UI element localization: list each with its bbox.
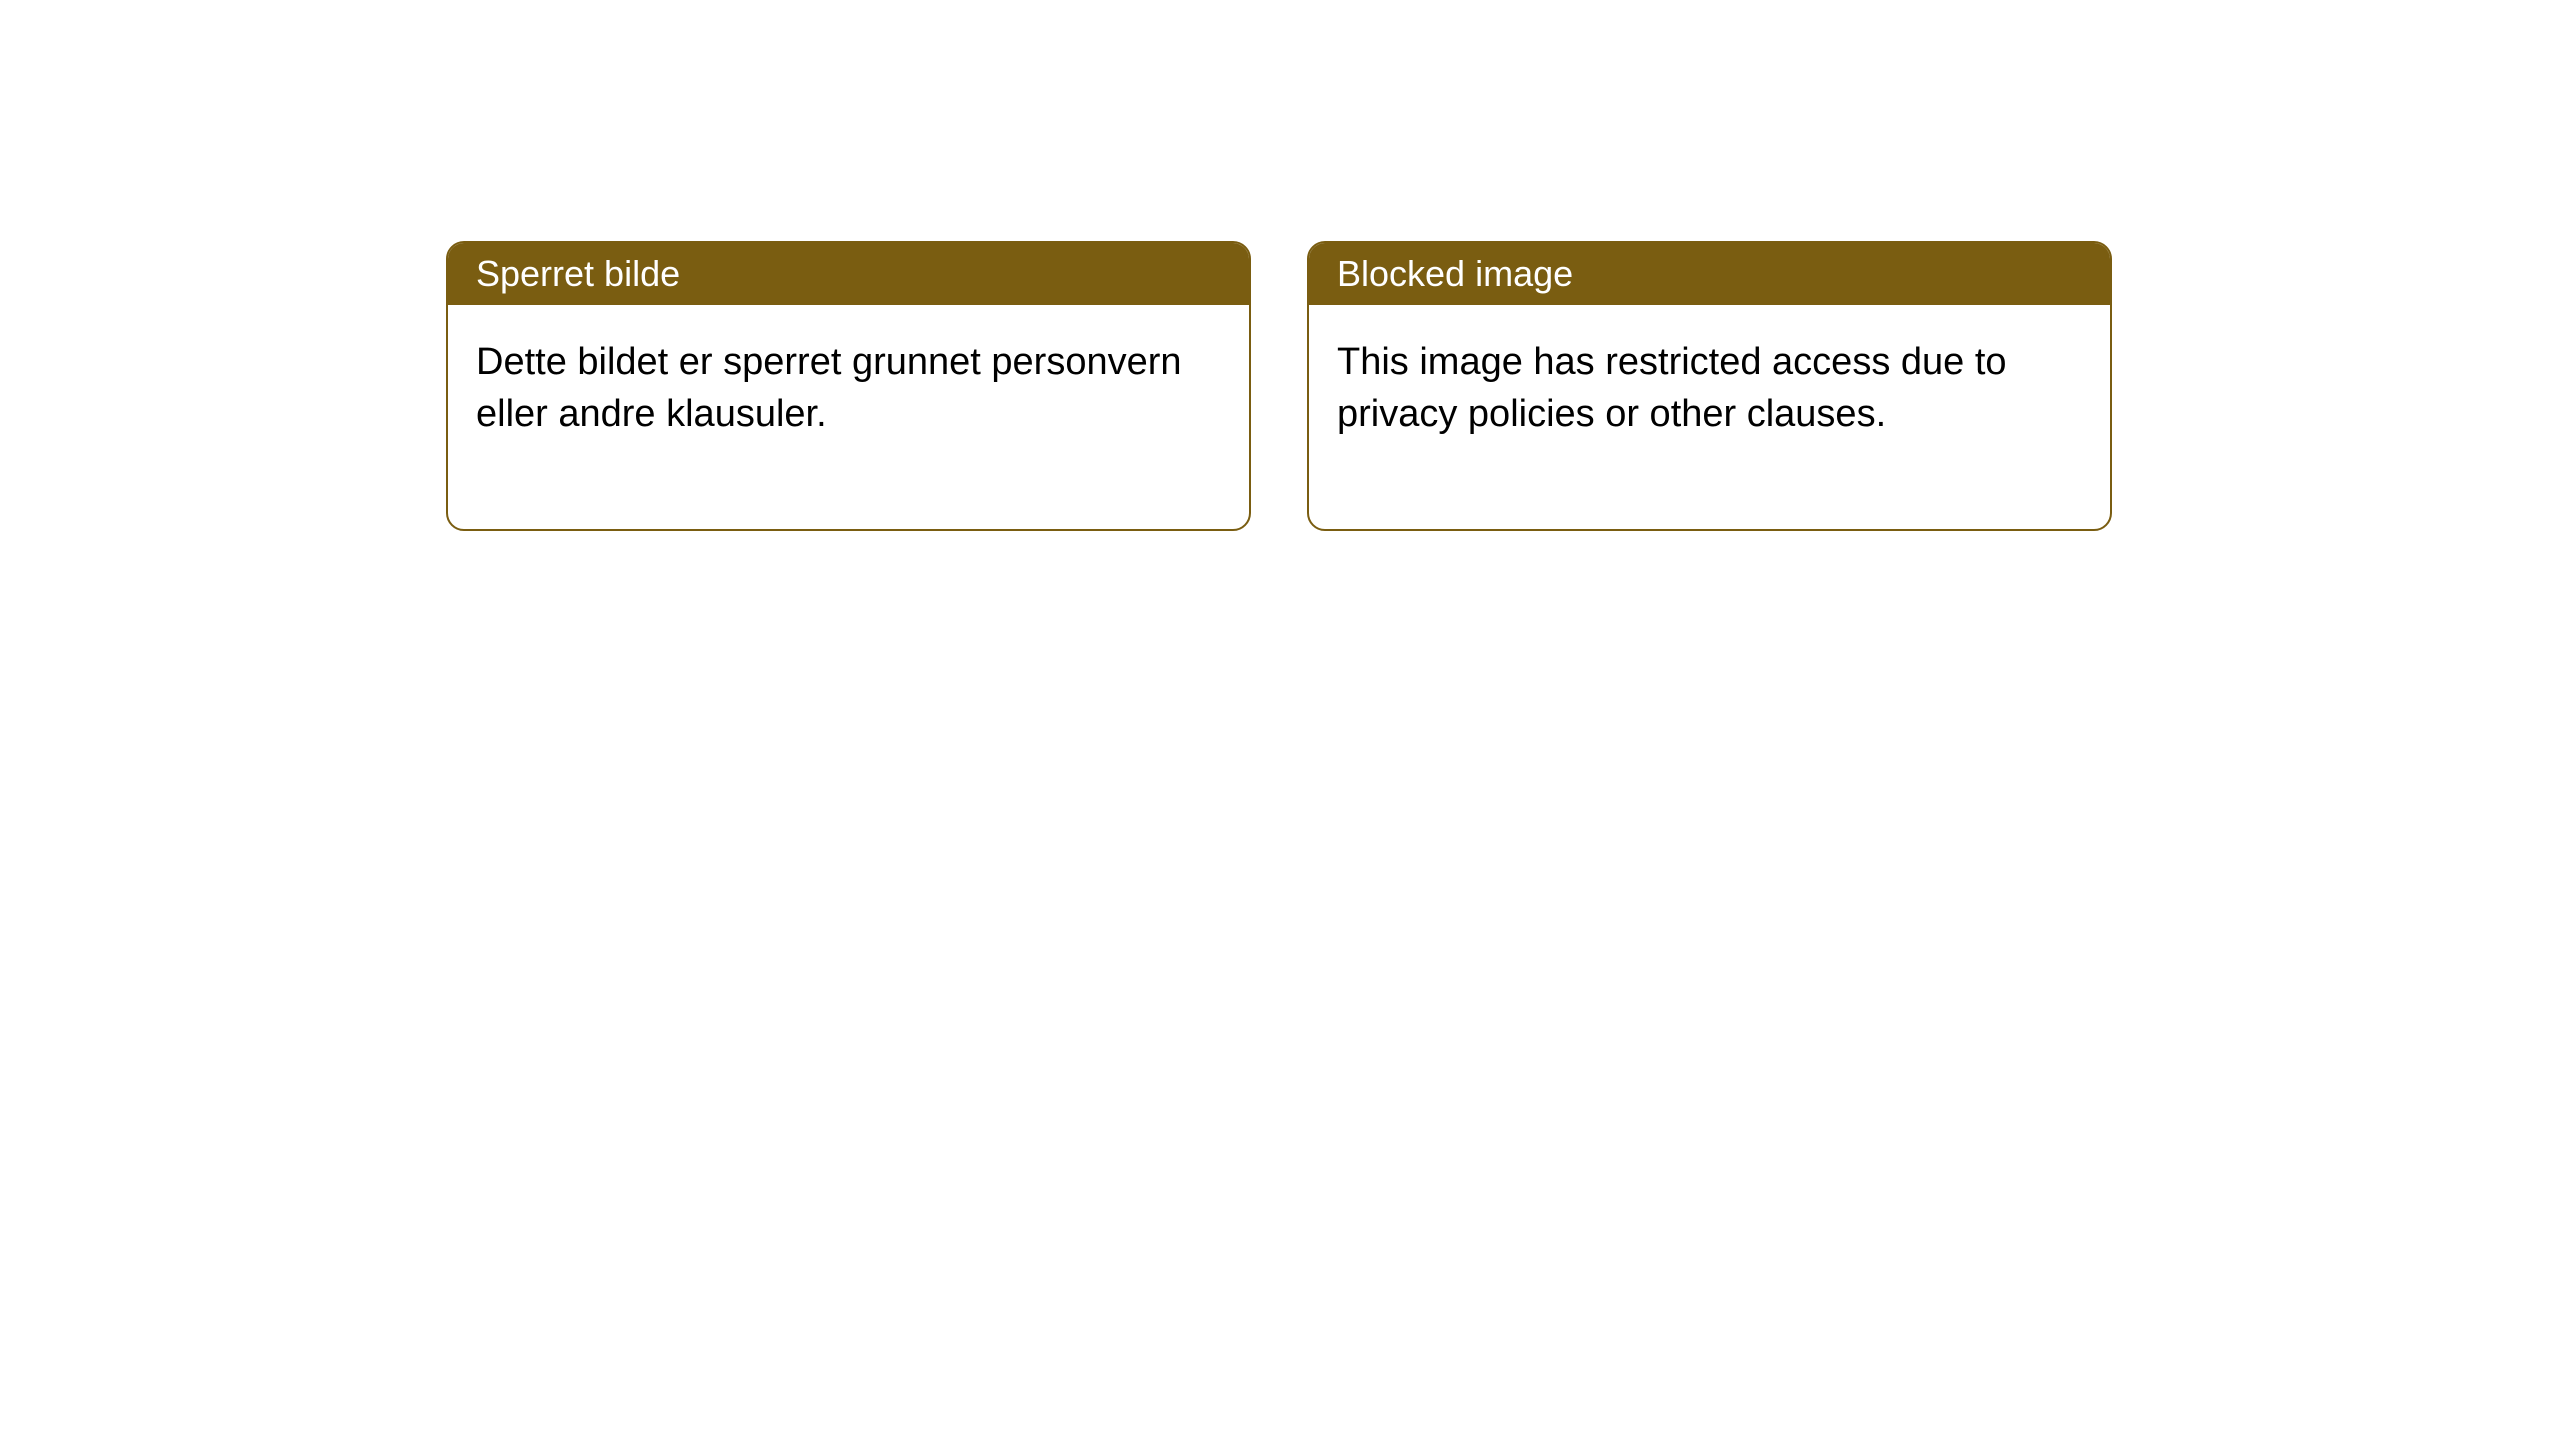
notice-card-norwegian: Sperret bilde Dette bildet er sperret gr… [446, 241, 1251, 531]
notice-header: Blocked image [1309, 243, 2110, 305]
notice-text: Dette bildet er sperret grunnet personve… [476, 341, 1182, 435]
notice-text: This image has restricted access due to … [1337, 341, 2007, 435]
notice-container: Sperret bilde Dette bildet er sperret gr… [446, 241, 2112, 531]
notice-title: Blocked image [1337, 253, 1573, 294]
notice-card-english: Blocked image This image has restricted … [1307, 241, 2112, 531]
notice-title: Sperret bilde [476, 253, 680, 294]
notice-body: This image has restricted access due to … [1309, 305, 2110, 529]
notice-header: Sperret bilde [448, 243, 1249, 305]
notice-body: Dette bildet er sperret grunnet personve… [448, 305, 1249, 529]
